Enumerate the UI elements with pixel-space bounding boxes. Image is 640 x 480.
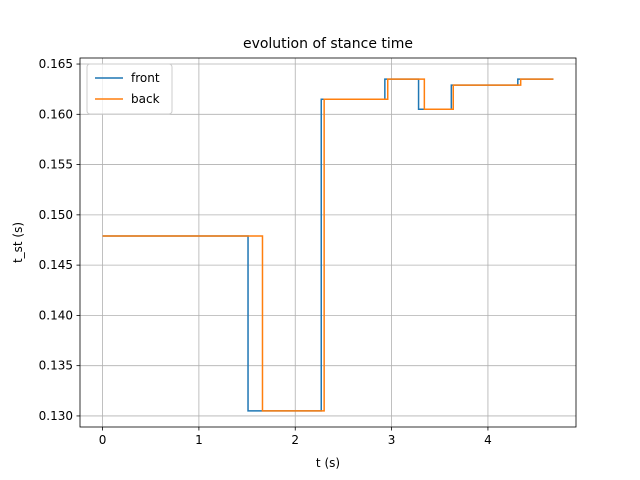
series-line-back — [102, 78, 554, 412]
y-axis-label: t_st (s) — [11, 222, 25, 263]
y-tick-label: 0.145 — [39, 258, 73, 272]
x-tick-label: 1 — [195, 433, 203, 447]
series-layer — [102, 78, 554, 412]
y-tick-label: 0.135 — [39, 359, 73, 373]
x-tick-label: 4 — [484, 433, 492, 447]
y-tick-label: 0.165 — [39, 57, 73, 71]
y-tick-label: 0.160 — [39, 107, 73, 121]
y-tick-label: 0.155 — [39, 158, 73, 172]
chart-title: evolution of stance time — [243, 36, 413, 52]
grid — [80, 58, 576, 427]
x-tick-label: 2 — [291, 433, 299, 447]
legend-entry-back: back — [131, 92, 160, 106]
x-tick-label: 0 — [99, 433, 107, 447]
x-axis-label: t (s) — [316, 456, 340, 470]
y-tick-label: 0.150 — [39, 208, 73, 222]
y-tick-label: 0.140 — [39, 308, 73, 322]
legend-box — [86, 63, 173, 115]
legend-entry-front: front — [131, 71, 160, 85]
legend: front back — [86, 63, 173, 115]
x-tick-label: 3 — [388, 433, 396, 447]
y-tick-label: 0.130 — [39, 409, 73, 423]
ticks: 0 1 2 3 4 0.130 0.135 0.140 0.145 0.150 0.155 0.160… — [39, 57, 492, 447]
axes-frame — [79, 57, 577, 428]
